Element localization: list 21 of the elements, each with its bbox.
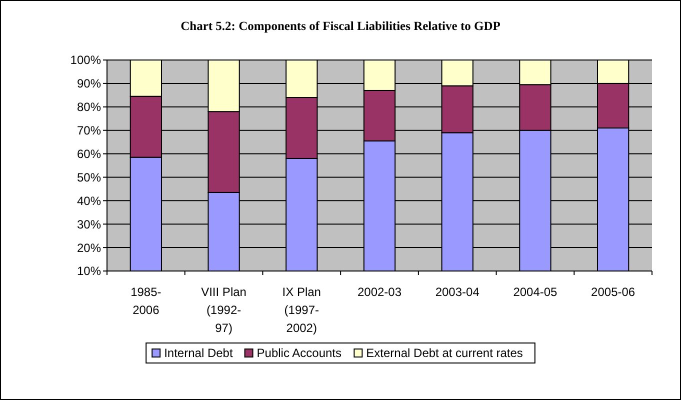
y-tick-label: 90% — [76, 76, 102, 91]
x-tick-label: IX Plan (1997-2002) — [282, 285, 321, 335]
y-tick-label: 30% — [76, 217, 102, 232]
x-tick-label: 1985-2006 — [130, 285, 162, 317]
y-tick-label: 80% — [76, 100, 102, 114]
y-tick-label: 10% — [76, 264, 102, 278]
y-tick-label: 20% — [76, 240, 102, 255]
y-tick-label: 100% — [70, 53, 102, 68]
x-tick-label: VIII Plan (1992-97) — [201, 285, 246, 335]
y-tick-label: 40% — [76, 194, 102, 208]
x-tick-label: 2005-06 — [591, 285, 636, 299]
x-tick-label: 2003-04 — [435, 285, 480, 299]
y-tick-label: 60% — [76, 146, 102, 161]
y-tick-label: 70% — [76, 124, 102, 138]
legend-label: Public Accounts — [256, 346, 342, 360]
chart-title: Chart 5.2: Components of Fiscal Liabilities Relative to GDP — [180, 19, 501, 33]
legend-label: External Debt at current rates — [366, 346, 523, 360]
x-tick-label: 2002-03 — [357, 285, 402, 299]
x-tick-label: 2004-05 — [513, 285, 558, 299]
legend-label: Internal Debt — [164, 346, 234, 360]
y-tick-label: 50% — [76, 170, 102, 184]
